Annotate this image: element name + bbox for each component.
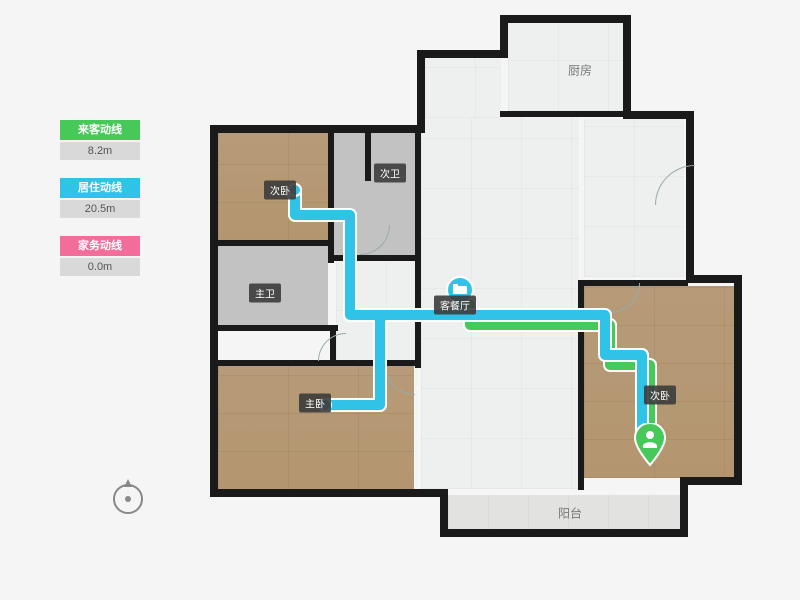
room-label: 次卫: [374, 164, 406, 183]
resident-path-outline-0: [295, 190, 380, 405]
legend-value: 0.0m: [60, 258, 140, 276]
room-label: 主卧: [299, 394, 331, 413]
room-label: 阳台: [552, 503, 588, 524]
legend: 来客动线 8.2m 居住动线 20.5m 家务动线 0.0m: [60, 120, 140, 294]
compass-icon: [110, 475, 146, 522]
floor-plan: 次卧 次卫主卫主卧 客餐厅 厨房次卧阳台: [210, 15, 750, 575]
visitor-path: [470, 305, 650, 445]
legend-value: 8.2m: [60, 142, 140, 160]
path-overlay: [210, 15, 750, 575]
legend-label: 来客动线: [60, 120, 140, 140]
room-label: 厨房: [562, 60, 598, 81]
room-label: 主卫: [249, 284, 281, 303]
room-label: 客餐厅: [434, 296, 476, 315]
legend-item-visitor: 来客动线 8.2m: [60, 120, 140, 160]
legend-item-housework: 家务动线 0.0m: [60, 236, 140, 276]
room-label: 次卧: [264, 181, 296, 200]
legend-label: 家务动线: [60, 236, 140, 256]
legend-value: 20.5m: [60, 200, 140, 218]
room-label: 次卧: [644, 386, 676, 405]
legend-item-resident: 居住动线 20.5m: [60, 178, 140, 218]
legend-label: 居住动线: [60, 178, 140, 198]
person-marker: [633, 423, 667, 467]
resident-path-0: [295, 190, 380, 405]
